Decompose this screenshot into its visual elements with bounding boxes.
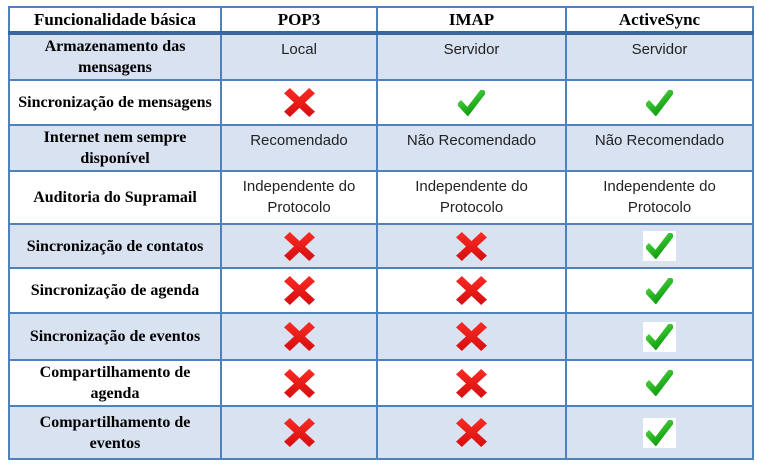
value-cell: Não Recomendado <box>565 124 754 172</box>
value-cell: Local <box>220 32 378 81</box>
value-cell <box>376 79 567 126</box>
table-row: Sincronização de agenda <box>8 267 754 314</box>
red-x-icon <box>283 276 315 305</box>
value-cell <box>565 359 754 407</box>
row-label: Auditoria do Supramail <box>8 170 222 225</box>
value-cell <box>220 312 378 361</box>
value-cell <box>376 267 567 314</box>
row-label: Compartilhamento de agenda <box>8 359 222 407</box>
value-cell <box>376 405 567 460</box>
value-cell <box>376 359 567 407</box>
red-x-icon <box>283 368 315 398</box>
table-row: Compartilhamento de eventos <box>8 405 754 460</box>
row-label: Sincronização de agenda <box>8 267 222 314</box>
table-row: Sincronização de contatos <box>8 223 754 269</box>
table-row: Internet nem sempre disponível Recomendad… <box>8 124 754 172</box>
red-x-icon <box>283 418 315 447</box>
table-body: Armazenamento das mensagens Local Servidor… <box>8 32 754 460</box>
table-row: Sincronização de mensagens <box>8 79 754 126</box>
green-check-icon <box>646 89 673 116</box>
green-check-icon <box>643 417 676 448</box>
green-check-icon <box>458 89 485 116</box>
header-row: Funcionalidade básica POP3 IMAP ActiveSy… <box>8 6 754 35</box>
table-row: Compartilhamento de agenda <box>8 359 754 407</box>
value-cell <box>565 223 754 269</box>
value-cell <box>565 405 754 460</box>
table-row: Armazenamento das mensagens Local Servidor… <box>8 32 754 81</box>
row-label: Internet nem sempre disponível <box>8 124 222 172</box>
value-cell: Independente do Protocolo <box>220 170 378 225</box>
red-x-icon <box>283 322 315 351</box>
value-cell <box>565 267 754 314</box>
value-cell: Servidor <box>376 32 567 81</box>
value-cell <box>376 223 567 269</box>
value-cell: Independente do Protocolo <box>376 170 567 225</box>
value-cell <box>220 223 378 269</box>
red-x-icon <box>456 368 487 398</box>
value-cell: Independente do Protocolo <box>565 170 754 225</box>
red-x-icon <box>456 276 487 305</box>
value-cell <box>220 267 378 314</box>
value-cell <box>220 405 378 460</box>
row-label: Sincronização de eventos <box>8 312 222 361</box>
column-header-funcionalidade: Funcionalidade básica <box>8 6 222 35</box>
row-label: Compartilhamento de eventos <box>8 405 222 460</box>
row-label: Sincronização de mensagens <box>8 79 222 126</box>
value-cell <box>220 79 378 126</box>
row-label: Sincronização de contatos <box>8 223 222 269</box>
value-cell <box>220 359 378 407</box>
red-x-icon <box>283 88 315 117</box>
red-x-icon <box>283 231 315 261</box>
value-cell: Não Recomendado <box>376 124 567 172</box>
green-check-icon <box>643 321 676 352</box>
value-cell <box>565 312 754 361</box>
table-row: Auditoria do Supramail Independente do Pr… <box>8 170 754 225</box>
row-label: Armazenamento das mensagens <box>8 32 222 81</box>
red-x-icon <box>456 418 487 447</box>
column-header-imap: IMAP <box>376 6 567 35</box>
column-header-pop3: POP3 <box>220 6 378 35</box>
column-header-activesync: ActiveSync <box>565 6 754 35</box>
value-cell <box>376 312 567 361</box>
green-check-icon <box>646 277 673 304</box>
red-x-icon <box>456 322 487 351</box>
red-x-icon <box>456 231 487 261</box>
green-check-icon <box>643 231 676 261</box>
value-cell: Recomendado <box>220 124 378 172</box>
table-row: Sincronização de eventos <box>8 312 754 361</box>
green-check-icon <box>646 370 673 396</box>
value-cell <box>565 79 754 126</box>
value-cell: Servidor <box>565 32 754 81</box>
protocol-comparison-table: Funcionalidade básica POP3 IMAP ActiveSy… <box>8 6 754 460</box>
table-header: Funcionalidade básica POP3 IMAP ActiveSy… <box>8 6 754 35</box>
